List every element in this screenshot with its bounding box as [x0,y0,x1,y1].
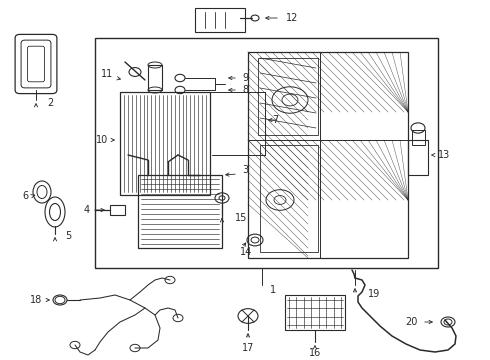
Text: 11: 11 [101,69,113,79]
Text: 10: 10 [96,135,108,145]
Bar [258,58,318,135]
Text: 13: 13 [438,150,450,160]
Text: 4: 4 [84,205,90,215]
Text: 18: 18 [30,295,42,305]
Text: 12: 12 [286,13,298,23]
Bar [195,8,245,32]
Text: 9: 9 [242,73,248,83]
Bar [412,130,425,145]
Text: 8: 8 [242,85,248,95]
Text: 7: 7 [272,115,278,125]
Text: 15: 15 [235,213,247,223]
Text: 3: 3 [242,165,248,175]
Text: 17: 17 [242,343,254,353]
Text: 16: 16 [309,348,321,358]
Bar [148,65,162,90]
Text: 5: 5 [65,231,71,241]
Bar [260,145,318,252]
Text: 19: 19 [368,289,380,299]
Bar [110,205,125,215]
Text: 20: 20 [406,317,418,327]
Bar [248,52,408,258]
Bar [285,295,345,330]
Bar [138,175,222,248]
Text: 1: 1 [270,285,276,295]
Text: 6: 6 [22,191,28,201]
Bar [120,92,210,195]
Bar [408,140,428,175]
Bar [95,38,438,268]
Text: 14: 14 [240,247,252,257]
Text: 2: 2 [47,98,53,108]
